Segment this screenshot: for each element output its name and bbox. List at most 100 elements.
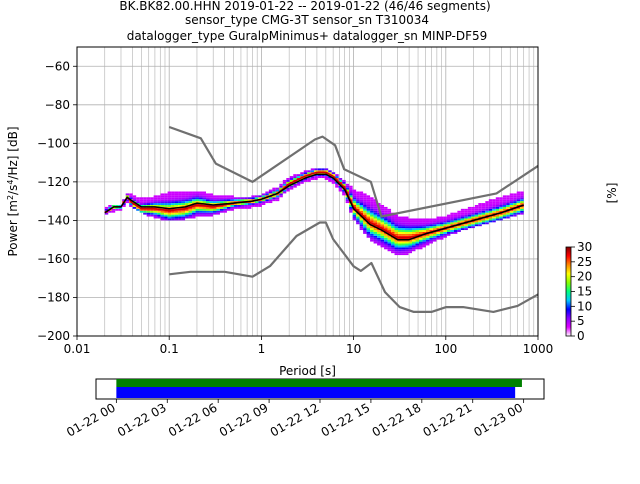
heatmap-cell xyxy=(363,226,367,229)
heatmap-cell xyxy=(387,245,392,248)
heatmap-cell xyxy=(450,214,454,217)
heatmap-cell xyxy=(167,203,172,205)
heatmap-cell xyxy=(408,228,412,231)
heatmap-cell xyxy=(370,199,374,202)
noise-model-high-curve xyxy=(168,125,539,218)
heatmap-cell xyxy=(153,197,158,200)
heatmap-cell xyxy=(321,174,325,177)
heatmap-cell xyxy=(132,195,137,198)
heatmap-cell xyxy=(195,212,200,215)
heatmap-cell xyxy=(247,206,252,209)
heatmap-cell xyxy=(474,204,479,207)
heatmap-cell xyxy=(192,216,196,219)
heatmap-cell xyxy=(216,210,220,213)
heatmap-cell xyxy=(181,199,186,202)
heatmap-cell xyxy=(418,230,423,232)
heatmap-cell xyxy=(499,203,503,205)
heatmap-cell xyxy=(492,210,496,213)
heatmap-cell xyxy=(275,193,280,196)
heatmap-cell xyxy=(167,214,172,217)
heatmap-cell xyxy=(226,197,231,200)
heatmap-cell xyxy=(377,230,381,232)
heatmap-cell xyxy=(265,201,269,204)
heatmap-cell xyxy=(516,195,521,198)
heatmap-cell xyxy=(464,222,468,225)
heatmap-cell xyxy=(405,249,409,252)
heatmap-cell xyxy=(506,204,510,207)
heatmap-cell xyxy=(363,193,367,196)
heatmap-cell xyxy=(502,214,507,217)
heatmap-cell xyxy=(366,204,371,207)
heatmap-cell xyxy=(405,216,409,219)
heatmap-cell xyxy=(258,197,262,200)
heatmap-cell xyxy=(405,228,409,231)
heatmap-cell xyxy=(174,195,179,198)
heatmap-cell xyxy=(384,208,388,211)
heatmap-cell xyxy=(408,233,412,236)
heatmap-cell xyxy=(398,233,402,236)
title-line-1: BK.BK82.00.HHN 2019-01-22 -- 2019-01-22 … xyxy=(119,0,490,13)
x-tick-label: 0.1 xyxy=(160,342,179,356)
heatmap-cell xyxy=(481,204,486,207)
heatmap-cell xyxy=(356,201,360,204)
heatmap-cell xyxy=(192,212,196,215)
heatmap-cell xyxy=(513,212,517,215)
heatmap-cell xyxy=(150,214,154,217)
heatmap-cell xyxy=(516,191,521,194)
heatmap-cell xyxy=(160,197,165,200)
heatmap-cell xyxy=(164,195,168,198)
heatmap-cell xyxy=(387,216,392,219)
heatmap-cell xyxy=(380,222,385,225)
heatmap-cell xyxy=(432,222,437,225)
heatmap-cell xyxy=(471,206,475,209)
heatmap-cell xyxy=(223,210,227,213)
heatmap-cell xyxy=(139,201,144,204)
heatmap-cell xyxy=(199,206,203,209)
heatmap-cell xyxy=(118,204,123,207)
heatmap-cell xyxy=(366,206,371,209)
heatmap-cell xyxy=(146,204,151,207)
heatmap-cell xyxy=(167,218,172,221)
heatmap-cell xyxy=(408,239,412,242)
heatmap-cell xyxy=(520,195,524,198)
heatmap-cell xyxy=(387,218,392,221)
heatmap-cell xyxy=(474,220,479,223)
heatmap-cell xyxy=(391,245,395,248)
heatmap-cell xyxy=(349,191,353,194)
heatmap-cell xyxy=(307,172,311,175)
heatmap-cell xyxy=(439,231,444,234)
heatmap-cell xyxy=(233,204,238,207)
heatmap-cell xyxy=(146,212,151,215)
heatmap-cell xyxy=(481,208,486,211)
heatmap-cell xyxy=(467,214,472,217)
heatmap-cell xyxy=(429,228,433,231)
heatmap-cell xyxy=(394,220,399,223)
heatmap-cell xyxy=(398,220,402,223)
heatmap-cell xyxy=(206,210,210,213)
heatmap-cell xyxy=(199,193,203,196)
heatmap-cell xyxy=(411,230,416,232)
heatmap-cell xyxy=(342,189,346,192)
heatmap-cell xyxy=(150,212,154,215)
heatmap-cell xyxy=(254,197,259,200)
heatmap-cell xyxy=(488,201,493,204)
heatmap-cell xyxy=(324,176,329,179)
heatmap-cell xyxy=(405,251,409,254)
heatmap-cell xyxy=(153,204,158,207)
heatmap-cell xyxy=(398,218,402,221)
heatmap-cell xyxy=(429,237,433,240)
heatmap-cell xyxy=(499,197,503,200)
heatmap-cell xyxy=(363,201,367,204)
heatmap-cell xyxy=(394,249,399,252)
heatmap-cell xyxy=(436,222,440,225)
heatmap-cell xyxy=(370,237,374,240)
heatmap-cell xyxy=(359,210,364,213)
heatmap-cell xyxy=(349,193,353,196)
heatmap-cell xyxy=(223,204,227,207)
heatmap-cell xyxy=(457,216,461,219)
heatmap-cell xyxy=(502,201,507,204)
heatmap-cell xyxy=(174,216,179,219)
heatmap-cell xyxy=(398,243,402,246)
heatmap-cell xyxy=(457,218,461,221)
heatmap-cell xyxy=(167,195,172,198)
